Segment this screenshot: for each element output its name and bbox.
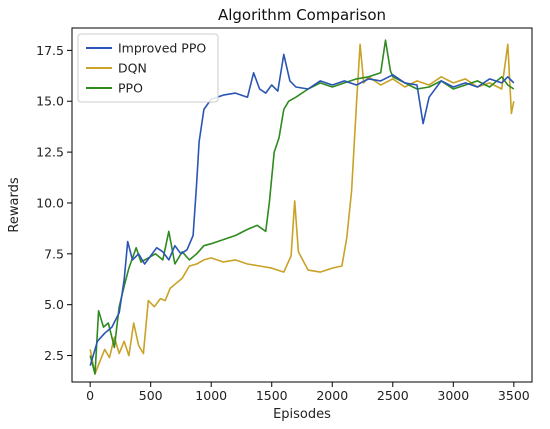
- legend-label: DQN: [118, 61, 147, 76]
- x-tick-label: 0: [86, 388, 94, 403]
- y-tick-label: 17.5: [36, 43, 64, 58]
- y-tick-label: 10.0: [36, 195, 64, 210]
- y-axis-label: Rewards: [7, 177, 22, 232]
- x-axis: 0 500 1000 1500 2000 2500 3000 3500: [86, 382, 530, 403]
- x-tick-label: 1500: [256, 388, 288, 403]
- legend: Improved PPO DQN PPO: [77, 33, 219, 103]
- x-tick-label: 2500: [377, 388, 409, 403]
- legend-label: Improved PPO: [118, 41, 206, 56]
- y-tick-label: 15.0: [36, 94, 64, 109]
- chart-title: Algorithm Comparison: [218, 6, 386, 24]
- y-tick-label: 7.5: [44, 246, 64, 261]
- plot-area: [71, 27, 533, 383]
- series-line-improved-ppo: [89, 53, 515, 366]
- series-layer: [89, 39, 515, 375]
- y-tick-label: 5.0: [44, 297, 64, 312]
- legend-box: [77, 33, 219, 103]
- plot-frame: [71, 27, 533, 383]
- x-axis-label: Episodes: [273, 407, 331, 422]
- x-tick-label: 2000: [316, 388, 348, 403]
- series-line-dqn: [89, 43, 515, 375]
- x-tick-label: 3500: [498, 388, 530, 403]
- x-tick-label: 500: [139, 388, 163, 403]
- x-tick-label: 3000: [437, 388, 469, 403]
- y-tick-label: 2.5: [44, 348, 64, 363]
- x-tick-label: 1000: [195, 388, 227, 403]
- y-tick-label: 12.5: [36, 145, 64, 160]
- legend-label: PPO: [118, 81, 143, 96]
- series-line-ppo: [89, 39, 515, 375]
- y-axis: 2.5 5.0 7.5 10.0 12.5 15.0 17.5: [36, 43, 72, 363]
